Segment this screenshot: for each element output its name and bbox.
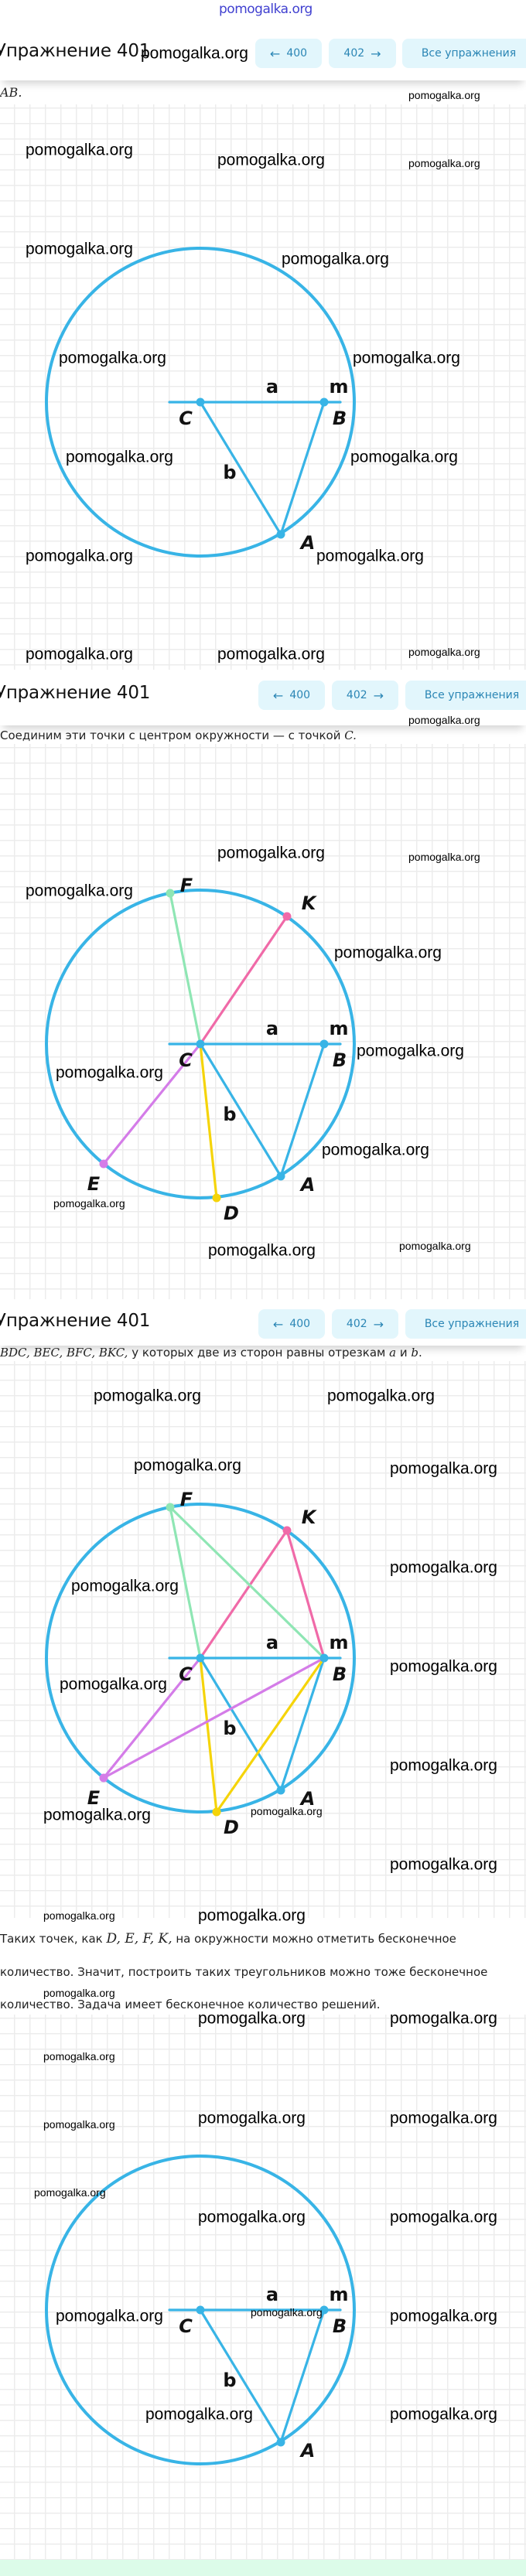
page-title: Упражнение 401	[0, 41, 151, 61]
arrow-right-icon: →	[373, 688, 384, 703]
page-title: Упражнение 401	[0, 683, 151, 703]
conclusion-line-1-math: D, E, F, K,	[106, 1931, 172, 1947]
prev-exercise-button[interactable]: ← 400	[258, 1309, 325, 1339]
all-exercises-button[interactable]: Все упражнения	[402, 39, 526, 68]
conclusion-line-1: Таких точек, как D, E, F, K, на окружнос…	[0, 1931, 456, 1947]
footer-band	[0, 2560, 526, 2576]
solution-text-2-body: Соединим эти точки с центром окружности …	[0, 728, 345, 742]
solution-text-1: AB.	[0, 85, 22, 100]
prev-label: 400	[289, 1318, 311, 1330]
grid-area-4	[0, 2015, 526, 2560]
exercise-header-2: Упражнение 401 ← 400 402 → Все упражнения	[0, 670, 526, 725]
grid-area-2	[0, 744, 526, 1308]
arrow-left-icon: ←	[272, 1316, 284, 1332]
segment-b-ref: b	[411, 1346, 418, 1360]
solution-text-3-math: BDC, BEC, BFC, BKC,	[0, 1346, 128, 1360]
solution-text-2-math: C.	[344, 728, 357, 742]
prev-exercise-button[interactable]: ← 400	[255, 39, 322, 68]
conclusion-line-2: количество. Значит, построить таких треу…	[0, 1965, 488, 1979]
exercise-header-3: Упражнение 401 ← 400 402 → Все упражнения	[0, 1299, 526, 1346]
arrow-left-icon: ←	[272, 688, 284, 703]
grid-area-1	[0, 104, 526, 677]
watermark: pomogalka.org	[408, 89, 480, 101]
conj: и	[396, 1346, 412, 1360]
all-exercises-label: Все упражнения	[424, 1318, 520, 1330]
all-exercises-button[interactable]: Все упражнения	[405, 1309, 526, 1339]
solution-text-2: Соединим эти точки с центром окружности …	[0, 728, 357, 742]
all-exercises-label: Все упражнения	[421, 47, 517, 60]
conclusion-line-1-pre: Таких точек, как	[0, 1932, 107, 1946]
solution-text-3: BDC, BEC, BFC, BKC, у которых две из сто…	[0, 1346, 422, 1360]
conclusion-line-1-post: на окружности можно отметить бесконечное	[172, 1932, 456, 1946]
exercise-header-1: pomogalka.org Упражнение 401 ← 400 402 → В…	[0, 0, 526, 80]
arrow-right-icon: →	[373, 1316, 384, 1332]
conclusion-line-3: количество. Задача имеет бесконечное кол…	[0, 1998, 381, 2011]
watermark: pomogalka.org	[43, 1987, 115, 1999]
next-label: 402	[346, 689, 367, 701]
all-exercises-button[interactable]: Все упражнения	[405, 681, 526, 710]
arrow-right-icon: →	[371, 46, 381, 61]
prev-label: 400	[289, 689, 311, 701]
prev-exercise-button[interactable]: ← 400	[258, 681, 325, 710]
prev-label: 400	[286, 47, 308, 60]
all-exercises-label: Все упражнения	[424, 689, 520, 701]
next-exercise-button[interactable]: 402 →	[332, 1309, 398, 1339]
arrow-left-icon: ←	[269, 46, 281, 61]
page-title: Упражнение 401	[0, 1311, 151, 1331]
next-label: 402	[346, 1318, 367, 1330]
grid-area-3	[0, 1361, 526, 1918]
period: .	[418, 1346, 422, 1360]
next-exercise-button[interactable]: 402 →	[332, 681, 398, 710]
site-logo[interactable]: pomogalka.org	[219, 2, 313, 17]
next-label: 402	[343, 47, 365, 60]
next-exercise-button[interactable]: 402 →	[329, 39, 396, 68]
segment-a-ref: a	[389, 1346, 397, 1360]
solution-text-3-body: у которых две из сторон равны отрезкам	[128, 1346, 390, 1360]
